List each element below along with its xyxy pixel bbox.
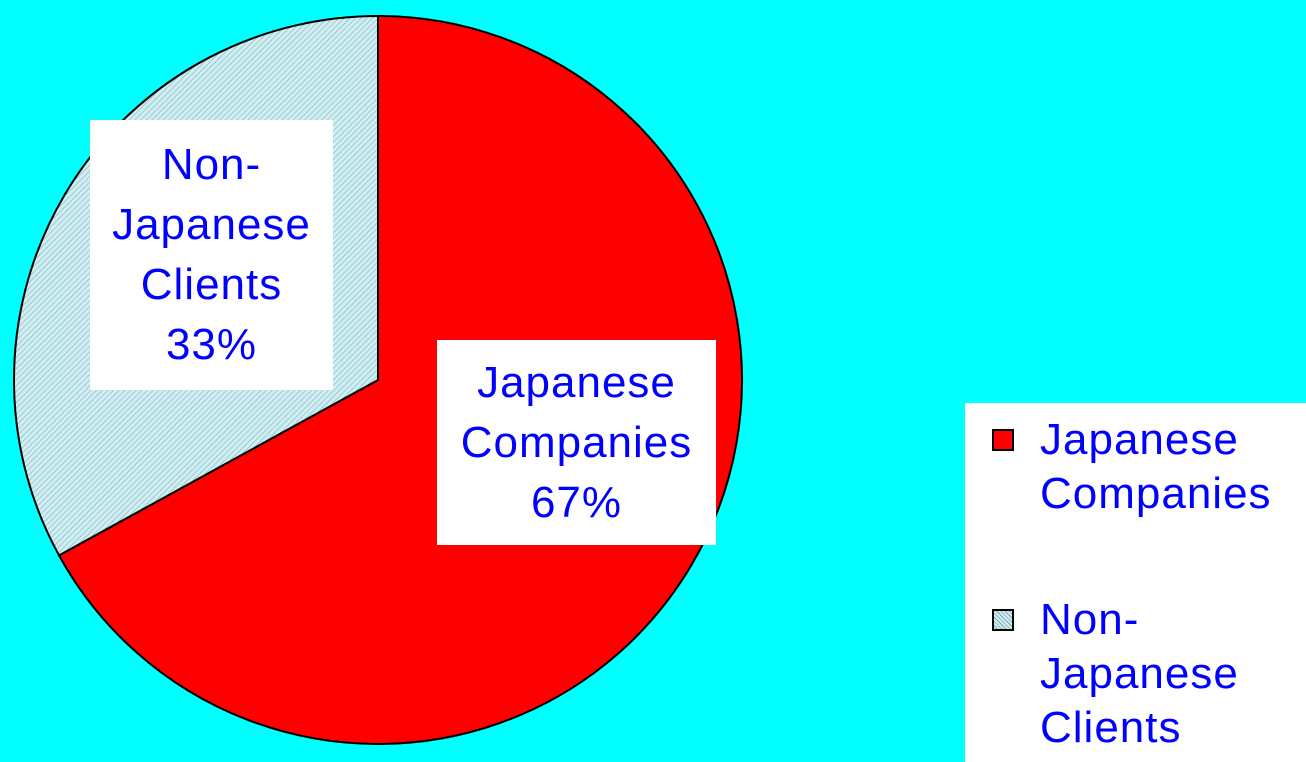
data-label-value: 33%	[165, 320, 258, 369]
data-label-value: 67%	[530, 477, 623, 527]
pie-slice	[57, 14, 743, 745]
legend-label: Japanese Companies	[1040, 415, 1272, 518]
data-label: Japanese Companies 67%	[437, 340, 716, 545]
data-label-name: Non-Japanese Clients	[112, 140, 311, 309]
legend: Japanese Companies Non-Japanese Clients	[965, 403, 1306, 762]
legend-swatch	[992, 429, 1014, 451]
data-label-name: Japanese Companies	[460, 357, 693, 467]
data-label: Non-Japanese Clients 33%	[90, 120, 333, 390]
legend-swatch	[992, 609, 1014, 631]
legend-label: Non-Japanese Clients	[1040, 595, 1239, 752]
